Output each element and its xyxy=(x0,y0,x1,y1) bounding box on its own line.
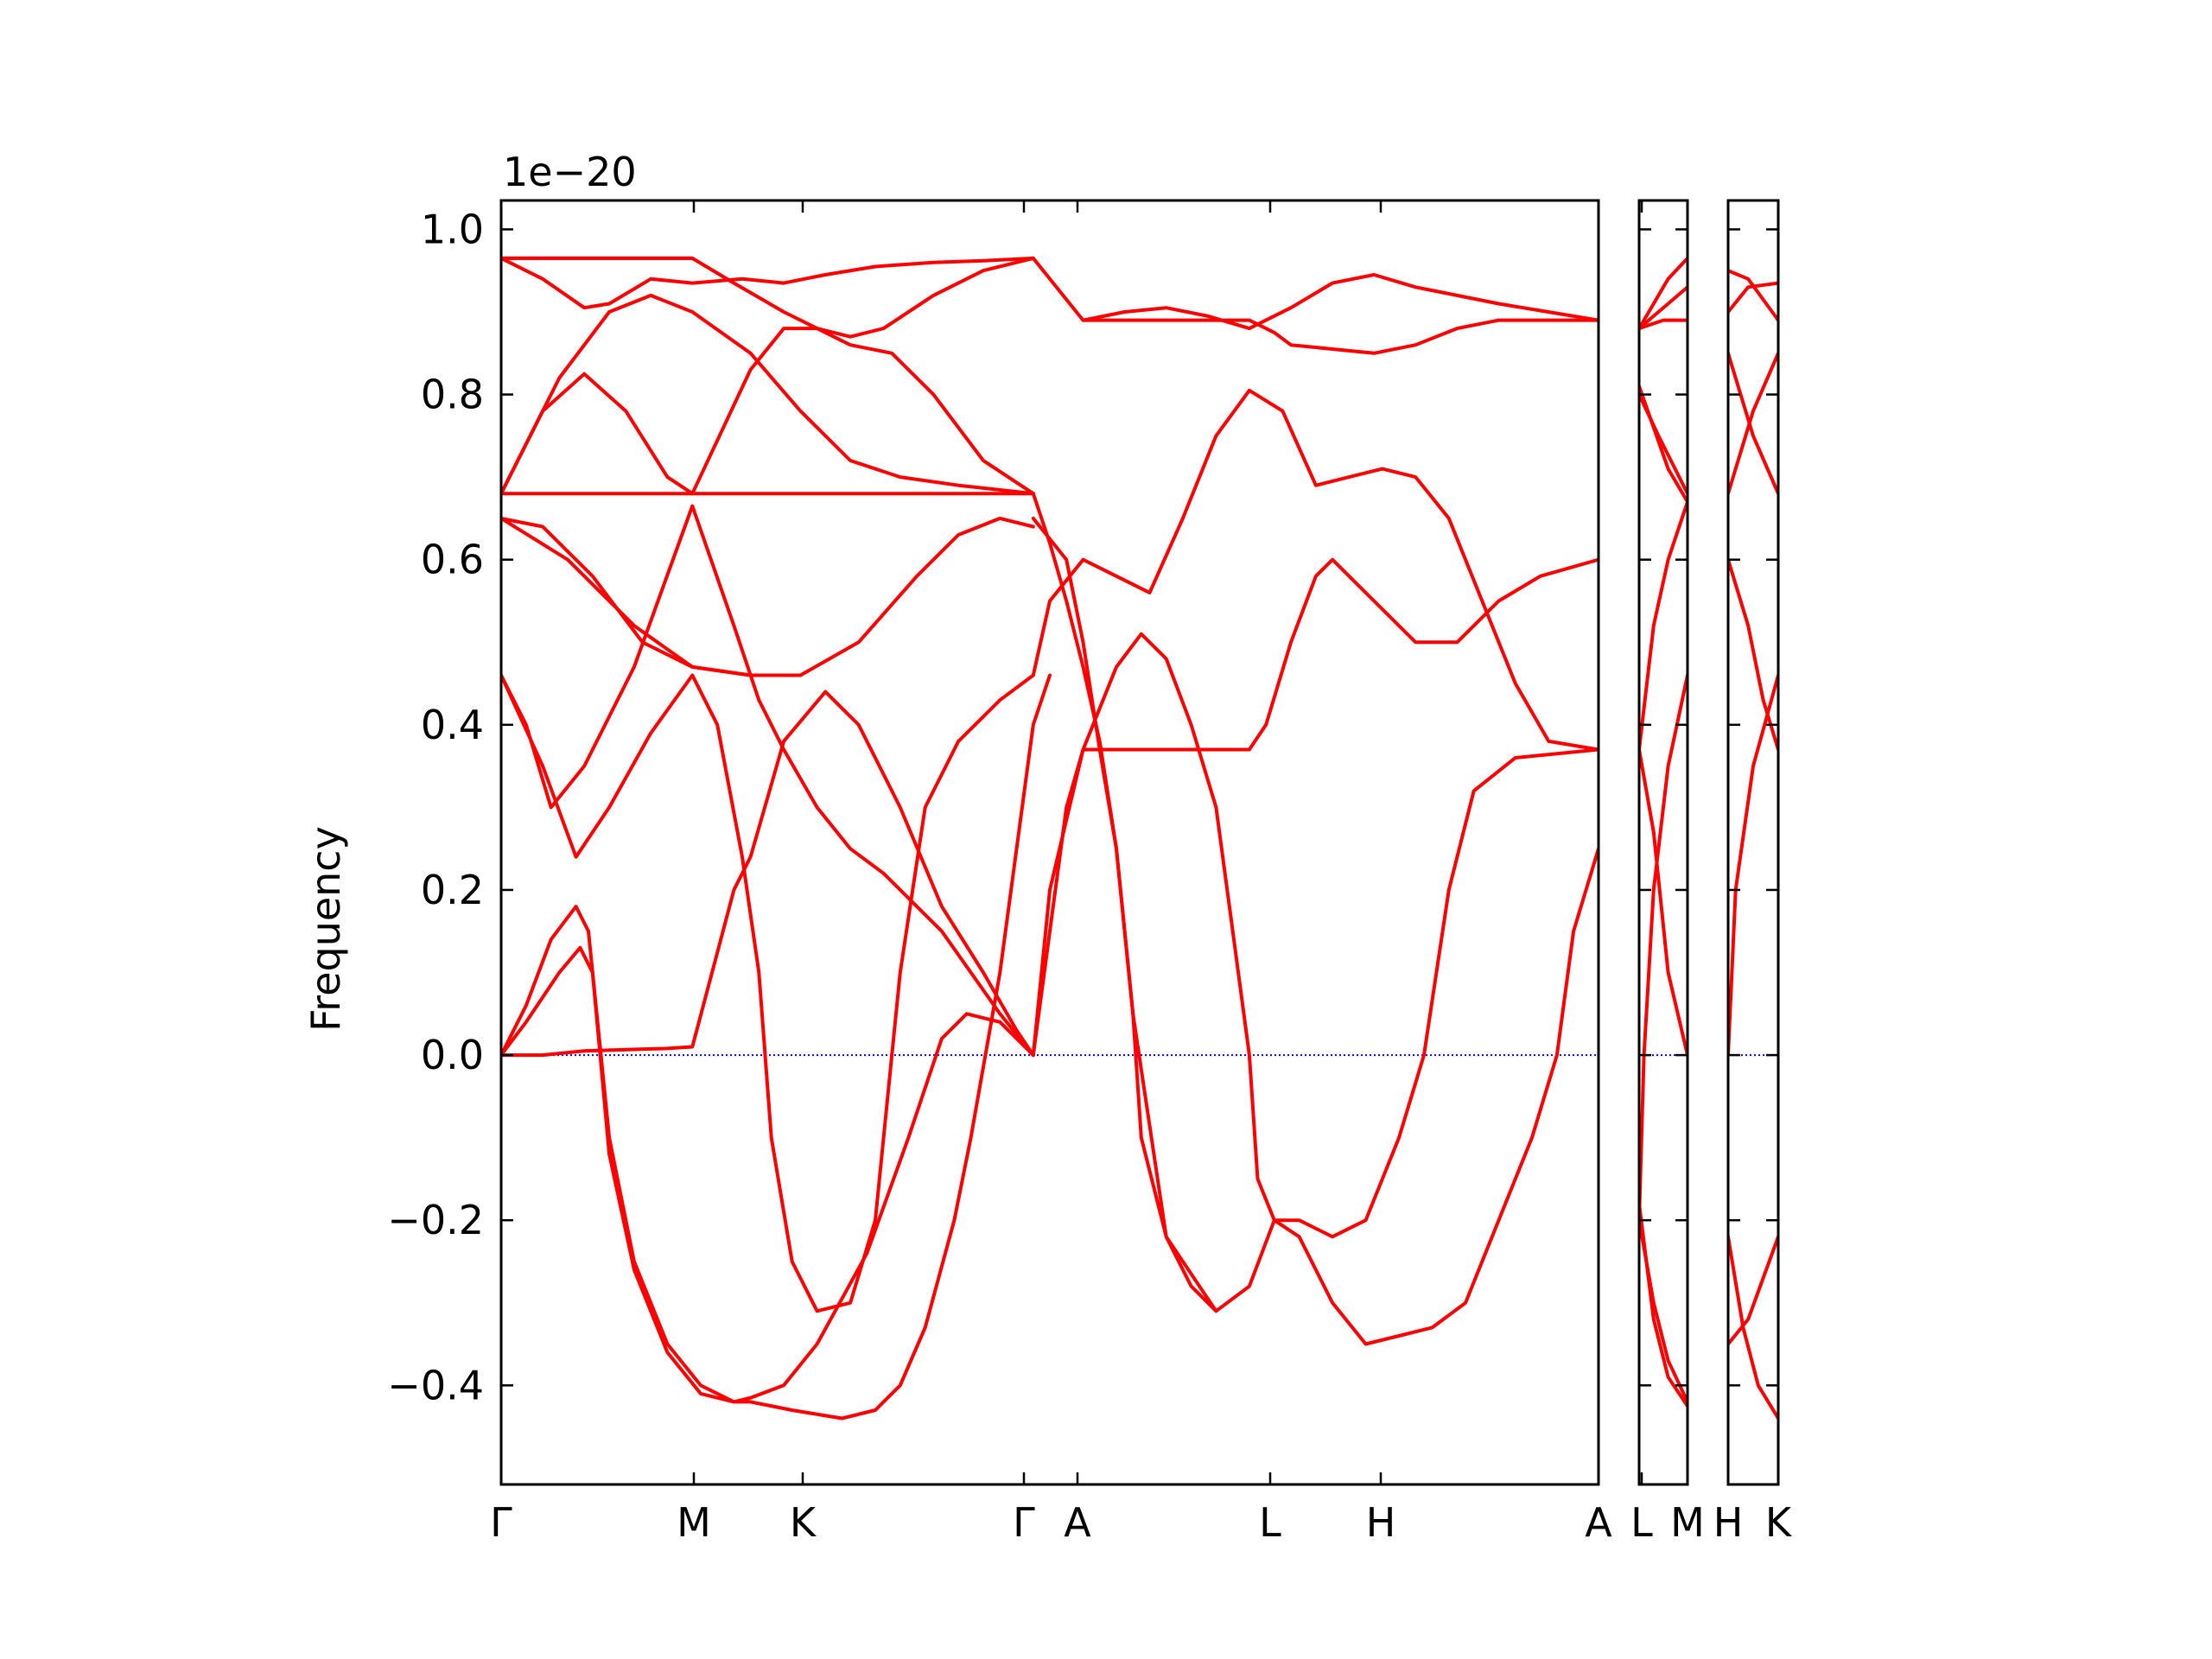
x-tick-label: M xyxy=(677,1499,711,1546)
band-line xyxy=(1639,499,1688,752)
band-line xyxy=(1639,1202,1688,1408)
band-line xyxy=(501,690,1035,1058)
band-line xyxy=(501,256,1035,310)
y-tick-label: −0.4 xyxy=(387,1362,484,1408)
y-tick-label: 0.0 xyxy=(421,1032,484,1078)
x-tick-label: H xyxy=(1713,1499,1744,1546)
x-tick-label: K xyxy=(1765,1499,1793,1546)
panel-frame xyxy=(499,199,1600,1486)
band-line xyxy=(1728,269,1778,322)
y-tick-label: 0.6 xyxy=(421,537,484,583)
band-line xyxy=(501,504,1035,1058)
x-tick-label: K xyxy=(790,1499,817,1546)
y-tick-labels: −0.4 −0.2 0.0 0.2 0.4 0.6 0.8 1.0 xyxy=(387,206,484,1408)
x-tick-label: Γ xyxy=(1013,1499,1035,1546)
band-line xyxy=(1031,516,1218,1313)
panel-frame xyxy=(1726,199,1780,1486)
band-line xyxy=(1728,351,1778,496)
y-tick-label: −0.2 xyxy=(387,1197,484,1243)
band-line xyxy=(1031,388,1599,752)
x-tick-label: Γ xyxy=(490,1499,512,1546)
band-line xyxy=(1031,632,1599,1239)
band-line xyxy=(1728,557,1778,752)
band-line xyxy=(1031,557,1599,1058)
band-line xyxy=(1081,273,1599,331)
x-tick-label: L xyxy=(1630,1499,1653,1546)
band-line xyxy=(1728,673,1778,1058)
x-tick-label: A xyxy=(1585,1499,1612,1546)
band-line xyxy=(501,256,1035,339)
band-line xyxy=(501,327,1035,496)
x-tick-label: H xyxy=(1366,1499,1396,1546)
y-tick-label: 0.4 xyxy=(421,702,484,748)
y-tick-label: 0.2 xyxy=(421,867,484,913)
band-line xyxy=(1639,747,1688,1058)
y-tick-label: 1.0 xyxy=(421,206,484,252)
band-line xyxy=(501,516,753,677)
y-axis-label: Frequency xyxy=(302,826,349,1032)
band-line xyxy=(1639,285,1688,331)
y-offset-label: 1e−20 xyxy=(503,149,637,195)
panel-frame xyxy=(1637,199,1689,1486)
band-line xyxy=(1728,1235,1778,1346)
band-line xyxy=(501,673,1035,1313)
band-line xyxy=(1639,392,1688,496)
band-line xyxy=(1728,281,1778,314)
band-line xyxy=(501,516,1035,677)
band-line xyxy=(501,905,1035,1404)
band-line xyxy=(501,673,1052,1421)
band-line xyxy=(1639,256,1688,331)
band-line xyxy=(1728,1235,1778,1421)
band-line xyxy=(1639,673,1688,1223)
band-line xyxy=(1639,318,1688,331)
band-line xyxy=(1728,351,1778,496)
band-line xyxy=(501,293,1035,496)
band-line xyxy=(1639,1218,1688,1404)
band-line xyxy=(1031,492,1599,1346)
x-tick-label: L xyxy=(1259,1499,1281,1546)
x-tick-label: A xyxy=(1064,1499,1091,1546)
y-tick-label: 0.8 xyxy=(421,372,484,418)
x-tick-label: M xyxy=(1670,1499,1705,1546)
